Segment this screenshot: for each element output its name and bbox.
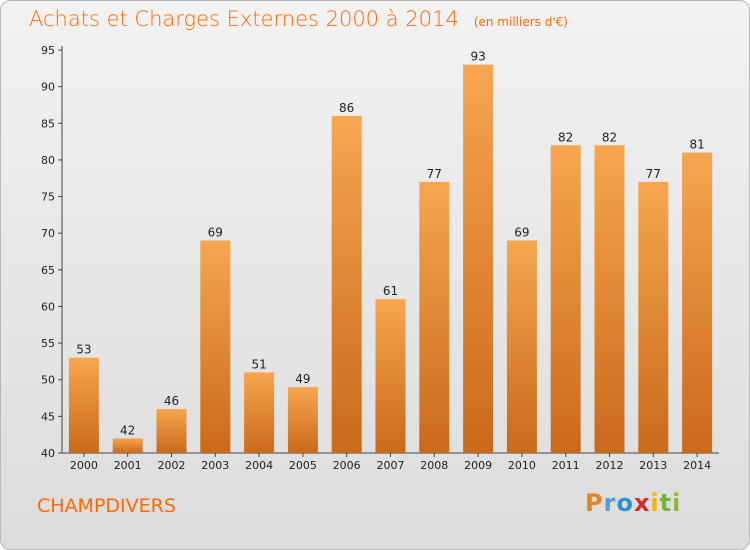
bar-2013 [638, 181, 669, 453]
value-label-2009: 93 [470, 50, 485, 64]
x-tick-label-2003: 2003 [201, 459, 229, 472]
x-tick-label-2002: 2002 [158, 459, 186, 472]
logo-letter: P [585, 489, 604, 517]
x-tick-label-2001: 2001 [114, 459, 142, 472]
x-tick-label-2010: 2010 [508, 459, 536, 472]
logo-letter: r [603, 489, 617, 517]
x-tick-label-2011: 2011 [552, 459, 580, 472]
bar-2005 [287, 387, 318, 453]
bar-2000 [68, 357, 99, 453]
value-label-2002: 46 [164, 394, 179, 408]
bar-2011 [550, 145, 581, 453]
proxiti-logo: Proxiti [585, 489, 681, 517]
x-tick-label-2006: 2006 [333, 459, 361, 472]
chart-title-block: Achats et Charges Externes 2000 à 2014 (… [29, 7, 568, 31]
x-tick-label-2005: 2005 [289, 459, 317, 472]
chart-subtitle: (en milliers d'€) [473, 15, 568, 29]
y-tick-label: 55 [41, 337, 55, 350]
bar-2003 [200, 240, 231, 453]
value-label-2003: 69 [208, 226, 223, 240]
value-label-2013: 77 [646, 167, 661, 181]
y-tick-label: 60 [41, 300, 55, 313]
y-tick-label: 95 [41, 44, 55, 57]
bar-2004 [244, 372, 275, 453]
y-tick-label: 85 [41, 117, 55, 130]
logo-letter: o [616, 489, 634, 517]
y-tick-label: 40 [41, 447, 55, 460]
x-tick-label-2009: 2009 [464, 459, 492, 472]
bar-2012 [594, 145, 625, 453]
bar-2007 [375, 299, 406, 453]
value-label-2006: 86 [339, 101, 354, 115]
bar-2001 [112, 438, 143, 453]
x-tick-label-2004: 2004 [245, 459, 273, 472]
y-tick-label: 90 [41, 81, 55, 94]
bar-2009 [463, 64, 494, 453]
y-tick-label: 80 [41, 154, 55, 167]
x-tick-label-2013: 2013 [639, 459, 667, 472]
x-tick-label-2012: 2012 [596, 459, 624, 472]
logo-letter: i [672, 489, 682, 517]
y-tick-label: 70 [41, 227, 55, 240]
value-label-2007: 61 [383, 284, 398, 298]
x-tick-label-2014: 2014 [683, 459, 711, 472]
chart-title: Achats et Charges Externes 2000 à 2014 [29, 7, 459, 31]
logo-letter: x [633, 489, 651, 517]
value-label-2008: 77 [427, 167, 442, 181]
value-label-2010: 69 [514, 226, 529, 240]
value-label-2012: 82 [602, 130, 617, 144]
y-tick-label: 65 [41, 264, 55, 277]
x-tick-label-2008: 2008 [420, 459, 448, 472]
value-label-2001: 42 [120, 423, 135, 437]
value-label-2005: 49 [295, 372, 310, 386]
value-label-2011: 82 [558, 130, 573, 144]
bar-2014 [682, 152, 713, 453]
x-tick-label-2000: 2000 [70, 459, 98, 472]
bar-2008 [419, 181, 450, 453]
bar-2010 [506, 240, 537, 453]
value-label-2000: 53 [76, 343, 91, 357]
x-tick-label-2007: 2007 [377, 459, 405, 472]
value-label-2004: 51 [251, 357, 266, 371]
commune-name: CHAMPDIVERS [37, 495, 176, 517]
y-tick-label: 45 [41, 410, 55, 423]
axes: 40 45 50 55 60 65 70 75 80 85 90 95 2000 2001 2002 2003… [41, 44, 719, 472]
value-label-2014: 81 [689, 138, 704, 152]
y-tick-label: 50 [41, 374, 55, 387]
logo-letter: t [659, 489, 673, 517]
y-tick-label: 75 [41, 191, 55, 204]
bar-2006 [331, 115, 362, 453]
bar-2002 [156, 409, 187, 453]
logo-letter: i [650, 489, 660, 517]
bars-group: 53 42 46 69 51 49 86 61 77 93 69 82 82 77 81 [68, 50, 713, 453]
